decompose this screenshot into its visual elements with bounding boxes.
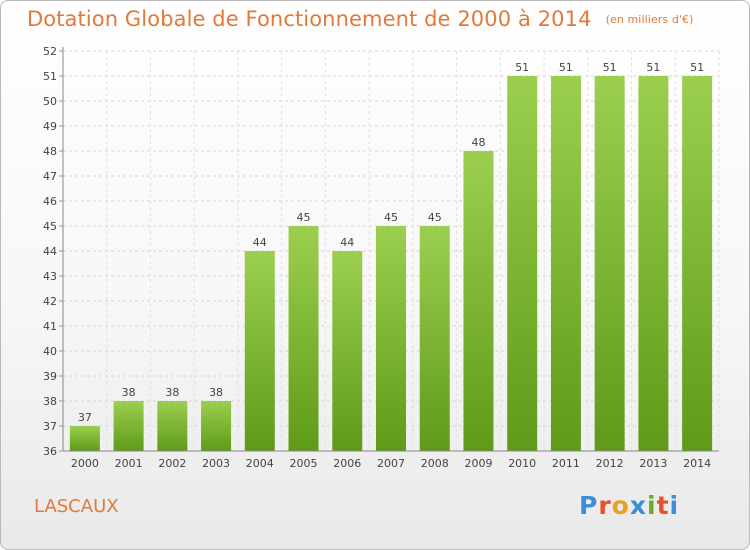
x-tick-label: 2002 <box>158 457 186 470</box>
data-label-2011: 51 <box>559 61 573 74</box>
bar-2005[interactable] <box>288 226 319 451</box>
logo-letter: r <box>598 491 612 520</box>
data-label-2007: 45 <box>384 211 398 224</box>
y-tick-label: 41 <box>43 320 57 333</box>
logo-letter: P <box>579 491 599 520</box>
logo-letter: i <box>669 491 680 520</box>
y-tick-label: 48 <box>43 145 57 158</box>
data-label-2013: 51 <box>646 61 660 74</box>
bar-2001[interactable] <box>113 401 144 451</box>
chart-title: Dotation Globale de Fonctionnement de 20… <box>27 7 694 31</box>
bar-2004[interactable] <box>244 251 275 451</box>
logo-letter: x <box>629 491 647 520</box>
data-label-2006: 44 <box>340 236 354 249</box>
bar-2010[interactable] <box>507 76 538 451</box>
y-tick-label: 47 <box>43 170 57 183</box>
x-tick-label: 2012 <box>596 457 624 470</box>
data-label-2010: 51 <box>515 61 529 74</box>
bar-2009[interactable] <box>463 151 494 451</box>
data-label-2005: 45 <box>297 211 311 224</box>
y-tick-label: 52 <box>43 45 57 58</box>
x-tick-label: 2007 <box>377 457 405 470</box>
y-tick-label: 43 <box>43 270 57 283</box>
x-tick-label: 2005 <box>290 457 318 470</box>
bar-2014[interactable] <box>682 76 713 451</box>
data-label-2003: 38 <box>209 386 223 399</box>
y-tick-label: 42 <box>43 295 57 308</box>
data-label-2004: 44 <box>253 236 267 249</box>
x-tick-label: 2000 <box>71 457 99 470</box>
x-tick-label: 2010 <box>508 457 536 470</box>
data-label-2001: 38 <box>122 386 136 399</box>
y-tick-label: 50 <box>43 95 57 108</box>
y-tick-label: 37 <box>43 420 57 433</box>
x-tick-label: 2013 <box>639 457 667 470</box>
bar-2006[interactable] <box>332 251 363 451</box>
bar-2007[interactable] <box>376 226 406 451</box>
data-label-2000: 37 <box>78 411 92 424</box>
x-tick-label: 2014 <box>683 457 711 470</box>
logo-letter: t <box>656 491 670 520</box>
bar-2012[interactable] <box>594 76 625 451</box>
logo-letter: o <box>611 491 630 520</box>
bar-2003[interactable] <box>201 401 232 451</box>
data-label-2009: 48 <box>471 136 485 149</box>
bar-2002[interactable] <box>157 401 188 451</box>
x-tick-label: 2009 <box>464 457 492 470</box>
x-tick-label: 2004 <box>246 457 274 470</box>
y-tick-label: 36 <box>43 445 57 458</box>
axes: 36 37 38 39 40 41 42 43 44 45 46 47 48 49 50 51 52 2000 20… <box>43 45 719 470</box>
bar-2000[interactable] <box>69 426 100 451</box>
data-label-2002: 38 <box>165 386 179 399</box>
bars <box>69 76 713 451</box>
bar-2013[interactable] <box>638 76 669 451</box>
y-tick-label: 51 <box>43 70 57 83</box>
data-labels: 37 38 38 38 44 45 44 45 45 48 51 51 51 51 51 <box>78 61 704 424</box>
x-tick-label: 2001 <box>115 457 143 470</box>
commune-name: LASCAUX <box>34 496 119 517</box>
proxiti-logo[interactable]: Proxiti <box>579 491 679 520</box>
chart-title-text: Dotation Globale de Fonctionnement de 20… <box>27 7 592 31</box>
logo-letter: i <box>647 491 657 520</box>
y-tick-label: 39 <box>43 370 57 383</box>
x-tick-label: 2003 <box>202 457 230 470</box>
y-tick-label: 46 <box>43 195 57 208</box>
bar-2011[interactable] <box>550 76 581 451</box>
x-tick-label: 2008 <box>421 457 449 470</box>
bar-2008[interactable] <box>419 226 450 451</box>
x-tick-label: 2011 <box>552 457 580 470</box>
data-label-2008: 45 <box>428 211 442 224</box>
y-tick-label: 40 <box>43 345 57 358</box>
data-label-2014: 51 <box>690 61 704 74</box>
chart-unit: (en milliers d'€) <box>605 13 694 26</box>
y-tick-label: 38 <box>43 395 57 408</box>
y-tick-label: 45 <box>43 220 57 233</box>
y-tick-label: 49 <box>43 120 57 133</box>
data-label-2012: 51 <box>603 61 617 74</box>
x-tick-label: 2006 <box>333 457 361 470</box>
y-tick-label: 44 <box>43 245 57 258</box>
